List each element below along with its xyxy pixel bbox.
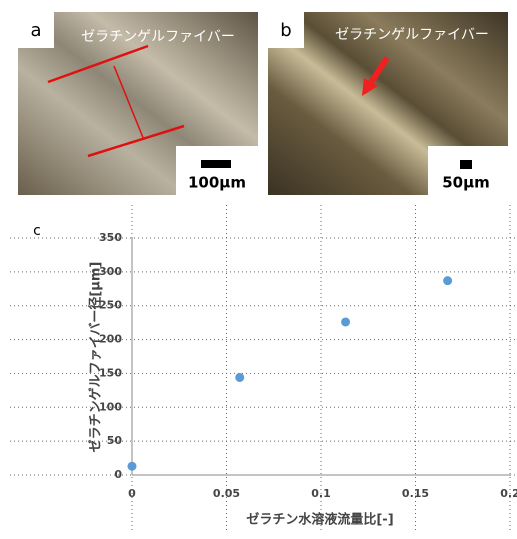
panel-b: b ゼラチンゲルファイバー 50μm [268,12,508,195]
scale-bar [460,160,472,169]
panel-letter: a [30,20,41,41]
panel-a: a ゼラチンゲルファイバー 100μm [18,12,258,195]
scale-bar [201,160,231,168]
x-tick-label: 0.2 [500,487,517,500]
panel-letter: b [280,20,291,41]
panel-letter: c [33,223,41,239]
y-axis-label: ゼラチンゲルファイバー径[μm] [88,262,104,453]
x-axis-label: ゼラチン水溶液流量比[-] [246,512,393,528]
caption: ゼラチンゲルファイバー [335,27,489,43]
scale-label: 50μm [442,174,490,192]
point [341,317,350,326]
point [443,276,452,285]
figure: a ゼラチンゲルファイバー 100μm b ゼラチンゲルファイバー 50μm c… [0,0,517,535]
point [235,373,244,382]
scale-label: 100μm [188,174,246,192]
point [128,462,137,471]
caption: ゼラチンゲルファイバー [81,29,235,45]
